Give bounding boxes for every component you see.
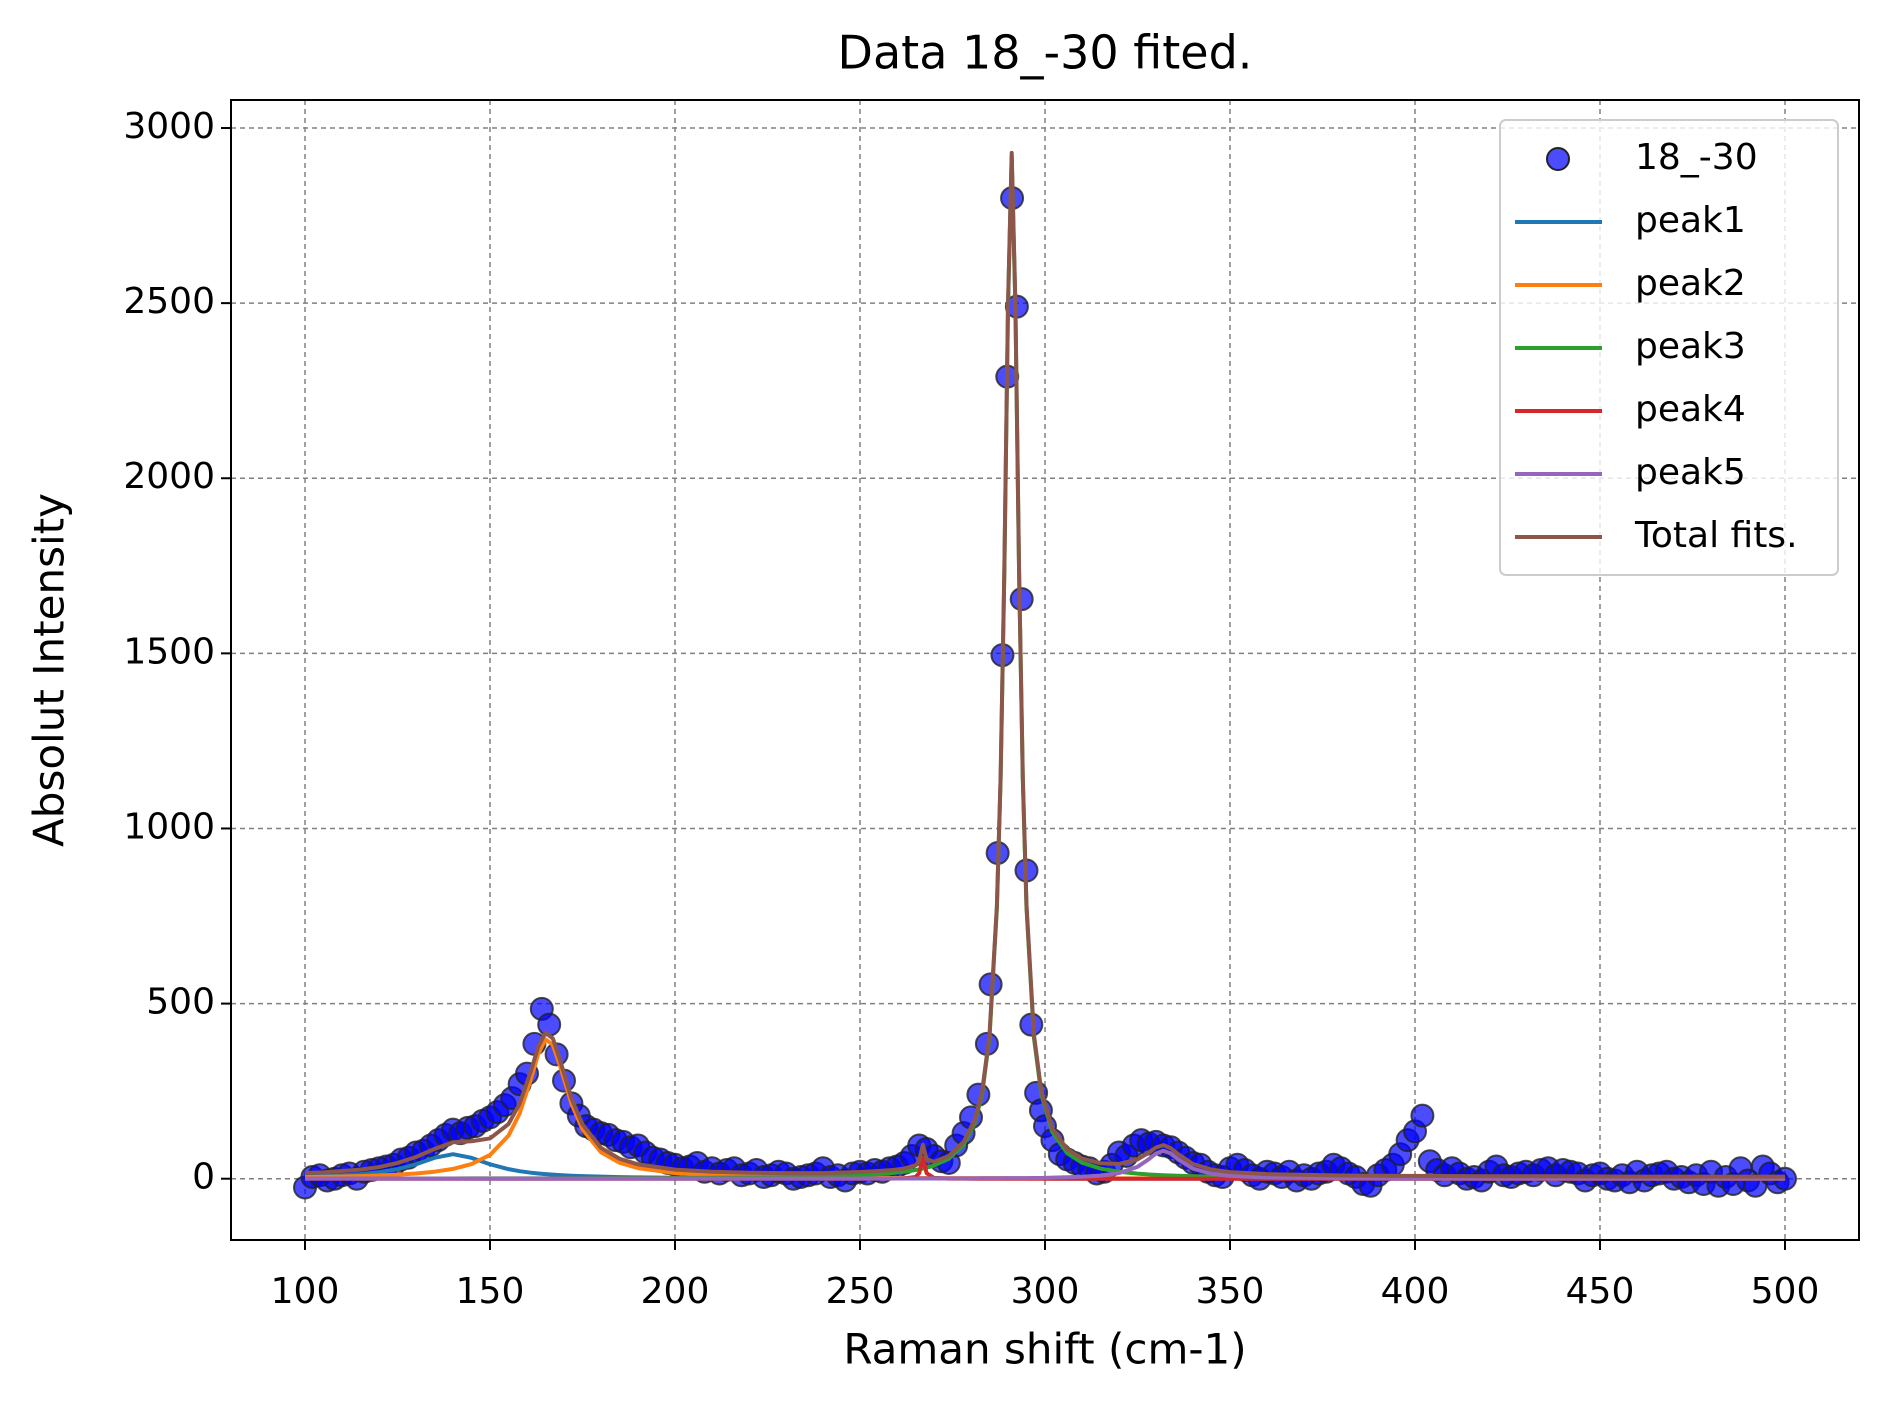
legend-label: Total fits. bbox=[1634, 515, 1798, 556]
fit-line bbox=[304, 150, 1785, 1179]
x-axis-label: Raman shift (cm-1) bbox=[843, 1325, 1246, 1374]
x-tick-label: 350 bbox=[1196, 1271, 1265, 1312]
legend: 18_-30 peak1 peak2 peak3 peak4 peak5 Total fit… bbox=[1499, 119, 1839, 576]
x-tick-label: 450 bbox=[1566, 1271, 1635, 1312]
legend-box bbox=[1499, 119, 1839, 576]
y-tick-label: 3000 bbox=[123, 106, 215, 147]
legend-label: peak3 bbox=[1635, 326, 1746, 367]
data-point bbox=[1410, 1103, 1435, 1128]
y-tick-label: 2500 bbox=[123, 281, 215, 322]
x-tick-label: 150 bbox=[456, 1271, 525, 1312]
legend-label: peak5 bbox=[1635, 452, 1746, 493]
data-point bbox=[537, 1012, 562, 1037]
legend-label: peak1 bbox=[1635, 200, 1746, 241]
y-tick-label: 2000 bbox=[123, 456, 215, 497]
x-tick-label: 500 bbox=[1751, 1271, 1820, 1312]
x-tick-label: 100 bbox=[271, 1271, 340, 1312]
y-tick-label: 0 bbox=[192, 1157, 215, 1198]
chart-title: Data 18_-30 fited. bbox=[838, 26, 1253, 80]
legend-label: peak4 bbox=[1635, 389, 1746, 430]
legend-label: peak2 bbox=[1635, 263, 1746, 304]
x-tick-label: 400 bbox=[1381, 1271, 1450, 1312]
y-tick-label: 1500 bbox=[123, 631, 215, 672]
ticks: 100 150 200 250 300 350 400 450 500 0 500 1000 1500 2… bbox=[123, 106, 1819, 1312]
y-tick-label: 500 bbox=[146, 982, 215, 1023]
x-tick-label: 200 bbox=[641, 1271, 710, 1312]
x-tick-label: 300 bbox=[1011, 1271, 1080, 1312]
plot-area bbox=[293, 150, 1797, 1200]
y-axis-label: Absolut Intensity bbox=[25, 493, 74, 847]
legend-label: 18_-30 bbox=[1635, 137, 1758, 178]
fit-line bbox=[305, 1148, 1785, 1181]
legend-marker bbox=[1546, 147, 1570, 171]
y-tick-label: 1000 bbox=[123, 806, 215, 847]
x-tick-label: 250 bbox=[826, 1271, 895, 1312]
